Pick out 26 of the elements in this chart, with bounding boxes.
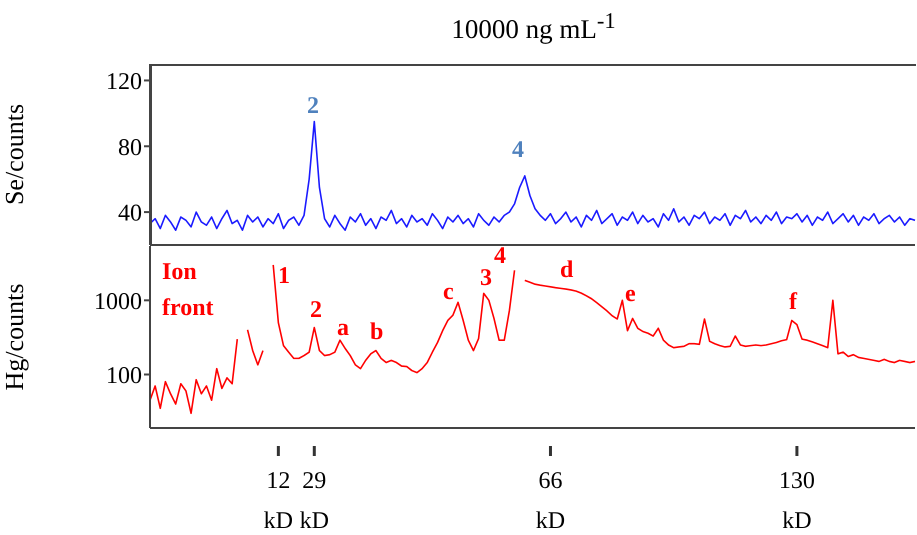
y-axis-title: Hg/counts <box>0 284 30 390</box>
y-tick-label: 40 <box>118 200 142 227</box>
x-tick-label: 29 kD <box>300 468 329 534</box>
annotation: f <box>789 288 797 317</box>
annotation: 2 <box>307 92 319 121</box>
y-tick-label: 100 <box>106 363 142 390</box>
annotation: d <box>560 256 574 285</box>
y-axis-title: Se/counts <box>0 104 30 206</box>
annotation: Ion front <box>162 258 215 323</box>
annotation: 3 <box>480 264 492 293</box>
annotation: c <box>443 278 454 307</box>
y-tick-label: 120 <box>106 68 142 95</box>
annotation: 4 <box>512 136 524 165</box>
x-tick-label: 66 kD <box>536 468 566 534</box>
annotation: a <box>337 314 349 343</box>
y-tick-label: 80 <box>118 134 142 161</box>
annotation: 2 <box>310 296 322 325</box>
annotation: b <box>370 318 384 347</box>
x-tick-label: 12 kD <box>264 468 294 534</box>
annotation: e <box>625 280 636 309</box>
y-tick-label: 1000 <box>94 288 142 315</box>
line-series <box>149 120 916 231</box>
annotation: 4 <box>494 242 506 271</box>
annotation: 1 <box>278 262 290 291</box>
chart-title: 10000 ng mL$^{-1}$ <box>450 8 617 45</box>
x-tick-label: 130 kD <box>778 468 815 534</box>
